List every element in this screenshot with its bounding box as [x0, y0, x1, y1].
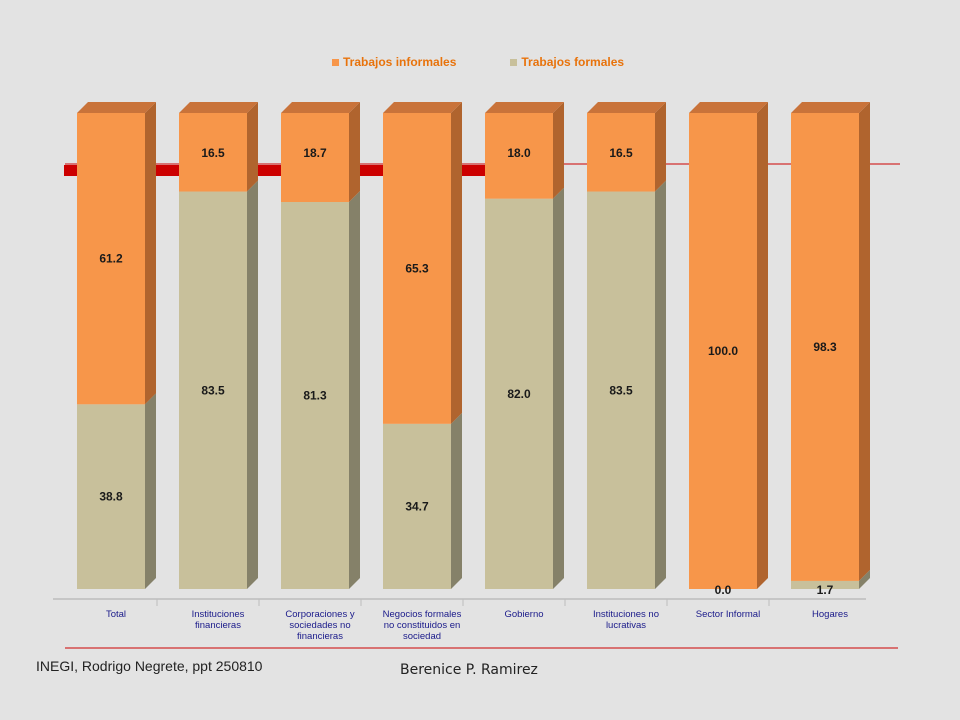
bar-informal-6-top — [689, 102, 768, 113]
bar-informal-4-top — [485, 102, 564, 113]
bar-informal-7-side — [859, 102, 870, 581]
bar-informal-6-face — [689, 113, 757, 589]
value-label-formal-3: 34.7 — [405, 499, 429, 513]
bar-informal-5-face — [587, 113, 655, 192]
bar-informal-4-side — [553, 102, 564, 199]
value-label-informal-1: 16.5 — [201, 146, 225, 160]
legend-label-informal: Trabajos informales — [343, 55, 457, 69]
value-label-informal-6: 100.0 — [708, 344, 738, 358]
legend-swatch-formal — [510, 58, 518, 66]
author-credit: Berenice P. Ramirez — [400, 662, 538, 678]
category-label-4-line-0: Gobierno — [504, 609, 544, 620]
bar-formal-7-side — [859, 569, 870, 589]
bar-informal-2-face — [281, 113, 349, 203]
bar-informal-0-top — [77, 102, 156, 113]
bar-formal-3-face — [383, 423, 451, 589]
bar-informal-0-face — [77, 113, 145, 405]
bar-formal-0-face — [77, 404, 145, 589]
legend-swatch-informal — [332, 58, 339, 66]
bar-informal-3-side — [451, 102, 462, 424]
legend-label-formal: Trabajos formales — [521, 55, 625, 69]
category-label-1-line-0: Instituciones — [191, 609, 245, 620]
bar-informal-6-side — [757, 102, 768, 589]
category-label-2: Corporaciones y sociedades no financieras — [270, 609, 370, 642]
bar-informal-7-face — [791, 113, 859, 581]
source-credit: INEGI, Rodrigo Negrete, ppt 250810 — [36, 658, 263, 674]
value-label-informal-0: 61.2 — [99, 252, 123, 266]
value-label-formal-4: 82.0 — [507, 387, 531, 401]
bar-formal-0-side — [145, 393, 156, 589]
bar-formal-4-face — [485, 198, 553, 589]
bar-formal-1-side — [247, 180, 258, 590]
category-label-3-line-2: sociedad — [402, 631, 442, 642]
bar-formal-1-face — [179, 191, 247, 590]
value-label-informal-7: 98.3 — [813, 340, 837, 354]
category-label-5: Instituciones no lucrativas — [576, 609, 676, 631]
category-label-0: Total — [66, 609, 166, 620]
bar-informal-7-top — [791, 102, 870, 113]
bar-formal-5-face — [587, 191, 655, 590]
category-label-2-line-2: financieras — [297, 631, 343, 642]
bar-informal-0-side — [145, 102, 156, 405]
category-label-3-line-1: no constituidos en — [383, 620, 461, 631]
category-label-6-line-0: Sector Informal — [695, 609, 761, 620]
value-label-informal-5: 16.5 — [609, 146, 633, 160]
bar-formal-4-side — [553, 187, 564, 589]
category-label-2-line-0: Corporaciones y — [285, 609, 355, 620]
value-label-formal-0: 38.8 — [99, 490, 123, 504]
chart-legend: Trabajos informales Trabajos formales — [332, 55, 624, 69]
value-label-informal-2: 18.7 — [303, 146, 327, 160]
bar-formal-5-side — [655, 180, 666, 590]
legend-item-informal: Trabajos informales — [332, 55, 456, 69]
category-label-4: Gobierno — [474, 609, 574, 620]
bar-formal-2-face — [281, 202, 349, 589]
value-label-formal-5: 83.5 — [609, 383, 633, 397]
category-label-3-line-0: Negocios formales — [382, 609, 462, 620]
bar-formal-7-face — [791, 580, 859, 589]
category-label-2-line-1: sociedades no — [289, 620, 351, 631]
value-label-informal-3: 65.3 — [405, 261, 429, 275]
category-label-7: Hogares — [780, 609, 880, 620]
category-label-3: Negocios formales no constituidos en socie… — [372, 609, 472, 642]
category-label-6: Sector Informal — [678, 609, 778, 620]
value-label-formal-2: 81.3 — [303, 389, 327, 403]
value-label-formal-7: 1.7 — [817, 583, 834, 597]
value-label-formal-6: 0.0 — [715, 583, 732, 597]
bar-informal-1-side — [247, 102, 258, 192]
category-label-5-line-0: Instituciones no — [592, 609, 659, 620]
bar-formal-2-side — [349, 191, 360, 589]
value-label-formal-1: 83.5 — [201, 383, 225, 397]
category-label-1: Instituciones financieras — [168, 609, 268, 631]
value-label-informal-4: 18.0 — [507, 146, 531, 160]
bar-informal-2-top — [281, 102, 360, 113]
bar-informal-3-face — [383, 113, 451, 424]
bar-informal-1-top — [179, 102, 258, 113]
legend-item-formal: Trabajos formales — [510, 55, 624, 69]
category-label-1-line-1: financieras — [195, 620, 241, 631]
bar-informal-5-side — [655, 102, 666, 192]
bar-informal-4-face — [485, 113, 553, 199]
bar-informal-2-side — [349, 102, 360, 203]
bar-formal-3-side — [451, 412, 462, 589]
category-label-5-line-1: lucrativas — [605, 620, 647, 631]
bar-informal-1-face — [179, 113, 247, 192]
category-label-0-line-0: Total — [105, 609, 127, 620]
category-label-7-line-0: Hogares — [812, 609, 848, 620]
bar-informal-3-top — [383, 102, 462, 113]
bar-informal-5-top — [587, 102, 666, 113]
